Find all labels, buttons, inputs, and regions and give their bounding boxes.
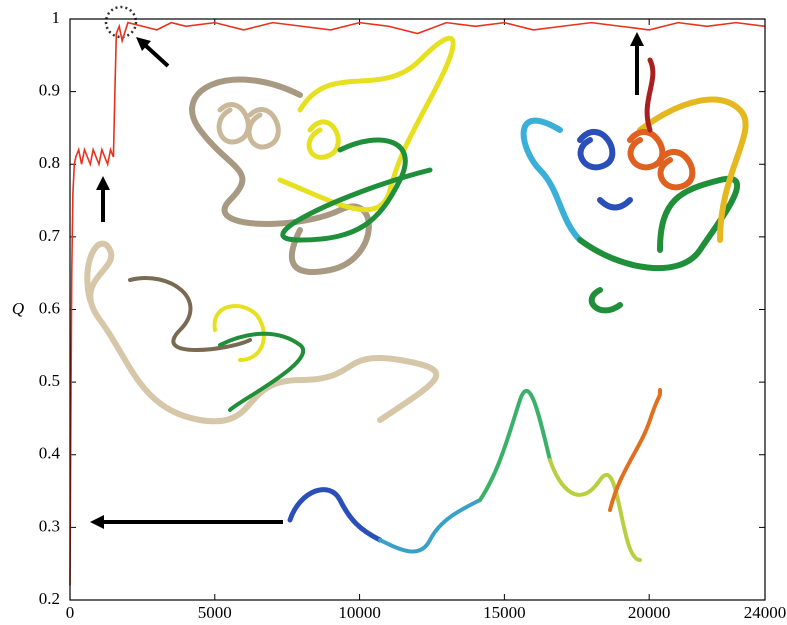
y-tick-label: 0.4 (39, 444, 61, 463)
y-tick-label: 0.3 (39, 516, 60, 535)
y-tick-label: 0.7 (39, 226, 61, 245)
illustrations (84, 35, 749, 562)
y-tick-label: 0.2 (39, 589, 60, 608)
y-tick-label: 0.5 (39, 371, 60, 390)
x-tick-label: 15000 (483, 603, 526, 622)
x-tick-label: 5000 (198, 603, 232, 622)
arrows (90, 5, 644, 529)
plot-frame (69, 18, 766, 601)
x-tick-label: 0 (66, 603, 75, 622)
x-tick-label: 10000 (338, 603, 381, 622)
x-tick-label: 24000 (744, 603, 787, 622)
data-line (69, 21, 766, 586)
y-axis-label: Q (12, 299, 24, 318)
y-tick-label: 0.8 (39, 153, 60, 172)
y-tick-label: 1 (52, 8, 61, 27)
y-tick-label: 0.9 (39, 81, 60, 100)
y-tick-label: 0.6 (39, 298, 60, 317)
x-tick-label: 20000 (628, 603, 671, 622)
